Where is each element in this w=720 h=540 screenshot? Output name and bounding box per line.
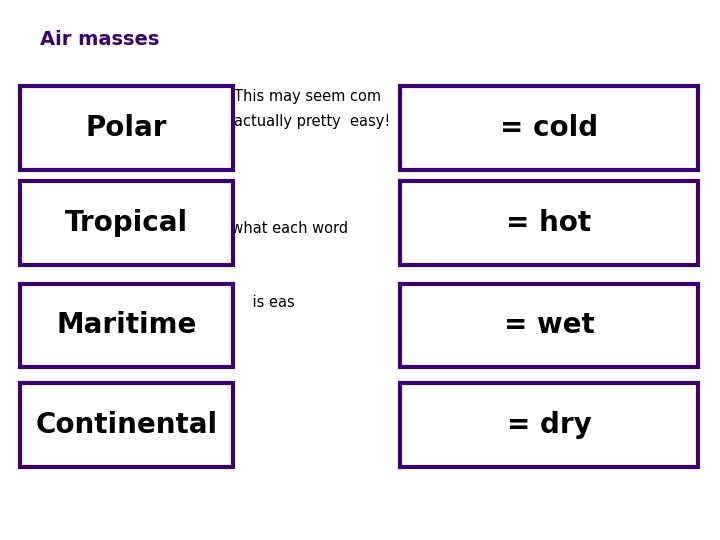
Text: This may seem com: This may seem com (234, 89, 381, 104)
Bar (20, 284, 233, 367)
Text: = cold: = cold (500, 114, 598, 142)
Bar (20, 181, 233, 265)
Text: Maritime: Maritime (56, 312, 197, 339)
Text: is eas: is eas (234, 295, 294, 310)
Bar (400, 284, 698, 367)
Text: = dry: = dry (507, 411, 591, 439)
Text: Polar: Polar (86, 114, 167, 142)
Bar (20, 86, 233, 170)
Text: Air masses: Air masses (40, 30, 159, 49)
Text: = hot: = hot (506, 209, 592, 237)
Bar (20, 383, 233, 467)
Bar (400, 383, 698, 467)
Bar (400, 86, 698, 170)
Text: ●  You just have  to know what each word: ● You just have to know what each word (40, 221, 348, 237)
Text: Tropical: Tropical (65, 209, 188, 237)
Text: = wet: = wet (503, 312, 595, 339)
Text: Continental: Continental (35, 411, 217, 439)
Text: actually pretty  easy!: actually pretty easy! (234, 114, 390, 130)
Bar (400, 181, 698, 265)
